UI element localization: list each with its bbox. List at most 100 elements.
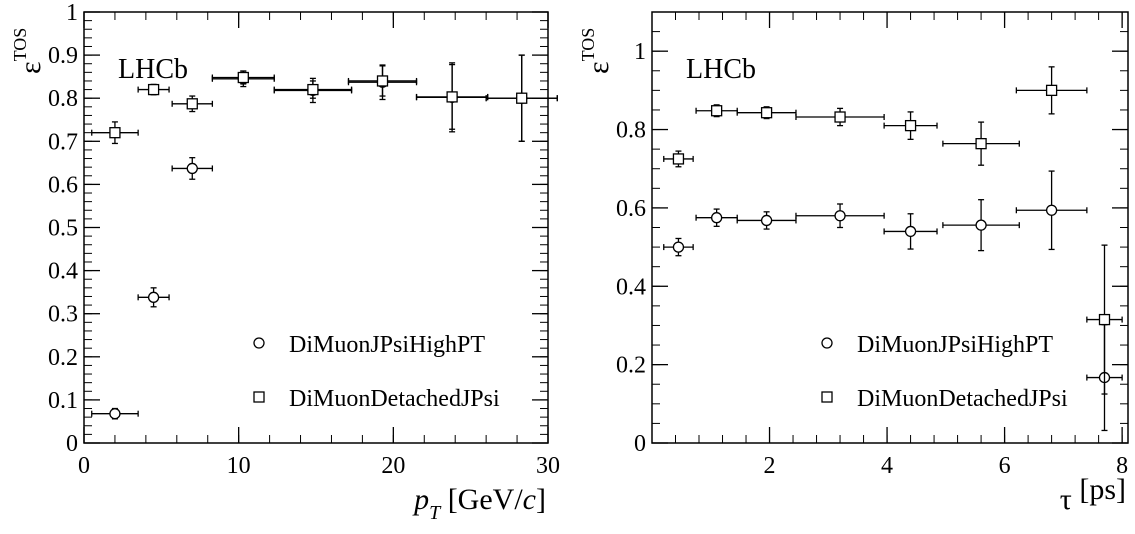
y-tick-label: 0.2 bbox=[48, 345, 78, 371]
data-point bbox=[1015, 66, 1088, 115]
legend-square-icon bbox=[253, 391, 265, 403]
circle-marker bbox=[109, 408, 121, 420]
circle-marker bbox=[147, 291, 160, 303]
x-tick-label: 30 bbox=[536, 453, 560, 479]
data-point bbox=[415, 63, 489, 130]
x-tick-label: 10 bbox=[227, 453, 251, 479]
data-point bbox=[91, 407, 139, 420]
legend-entry-label: DiMuonJPsiHighPT bbox=[289, 332, 485, 358]
y-tick-label: 0.6 bbox=[48, 172, 78, 198]
square-marker bbox=[1098, 313, 1111, 326]
square-marker bbox=[904, 119, 917, 132]
data-point bbox=[485, 54, 558, 142]
square-marker bbox=[147, 83, 160, 96]
data-point bbox=[695, 104, 738, 118]
data-point bbox=[211, 70, 275, 85]
y-tick-label: 0.5 bbox=[48, 216, 78, 242]
data-point bbox=[736, 211, 797, 230]
y-tick-label: 0.7 bbox=[48, 129, 78, 155]
data-point bbox=[695, 208, 738, 227]
square-marker bbox=[109, 127, 121, 139]
y-tick-label: 0.2 bbox=[616, 353, 646, 379]
series-DiMuonJPsiHighPT bbox=[663, 170, 1123, 432]
data-point bbox=[942, 199, 1020, 252]
x-tick-label: 8 bbox=[1116, 453, 1128, 479]
data-point bbox=[883, 111, 938, 140]
x-axis-label: pT [GeV/c] bbox=[412, 483, 546, 524]
x-axis-label-pre: τ bbox=[1060, 483, 1072, 516]
legend-entry-label: DiMuonJPsiHighPT bbox=[857, 332, 1053, 358]
circle-marker bbox=[834, 210, 846, 222]
y-tick-label: 0.8 bbox=[616, 118, 646, 144]
data-point bbox=[1015, 170, 1088, 251]
y-tick-label: 0.9 bbox=[48, 43, 78, 69]
data-point bbox=[663, 150, 694, 168]
circle-marker bbox=[672, 241, 685, 253]
y-tick-label: 1 bbox=[66, 0, 78, 26]
y-axis-label: εTOS bbox=[578, 28, 615, 74]
circle-marker bbox=[710, 212, 723, 224]
legend-entry-label: DiMuonDetachedJPsi bbox=[289, 386, 500, 412]
circle-marker bbox=[760, 214, 773, 227]
y-tick-label: 0.3 bbox=[48, 302, 78, 328]
y-tick-label: 0 bbox=[66, 431, 78, 457]
square-marker bbox=[186, 98, 198, 110]
data-point bbox=[171, 95, 214, 113]
x-axis-label-post: ] bbox=[536, 483, 546, 516]
legend: DiMuonJPsiHighPT DiMuonDetachedJPsi bbox=[821, 332, 1068, 412]
experiment-label: LHCb bbox=[118, 54, 188, 85]
data-point bbox=[942, 121, 1020, 166]
series-DiMuonJPsiHighPT bbox=[91, 54, 558, 420]
y-tick-label: 0 bbox=[634, 431, 646, 457]
square-marker bbox=[516, 92, 528, 104]
data-point bbox=[137, 83, 170, 96]
square-marker bbox=[975, 138, 987, 150]
chart-panel-2: 0 0.2 0.4 0.6 0.8 1 2 4 6 8 εTOS τ [ps] LHCb DiMuonJP… bbox=[578, 11, 1129, 516]
y-axis-label-superscript: TOS bbox=[10, 28, 30, 62]
data-point bbox=[883, 213, 938, 250]
chart-panel-1: 00.10.20.30.40.50.60.70.80.910 10 20 30εTOS… bbox=[10, 0, 560, 524]
y-axis-label-superscript: TOS bbox=[578, 28, 598, 62]
y-tick-label: 0.4 bbox=[48, 259, 78, 285]
data-point bbox=[663, 237, 694, 257]
y-tick-label: 0.8 bbox=[48, 86, 78, 112]
x-tick-label: 6 bbox=[999, 453, 1011, 479]
data-point bbox=[171, 157, 214, 180]
series-DiMuonDetachedJPsi bbox=[663, 66, 1123, 395]
circle-marker bbox=[904, 225, 917, 238]
y-tick-label: 1 bbox=[634, 39, 646, 65]
x-axis-label-pre: p bbox=[412, 483, 429, 516]
square-marker bbox=[760, 107, 773, 119]
square-marker bbox=[672, 153, 685, 165]
y-tick-label: 0.1 bbox=[48, 388, 78, 414]
data-point bbox=[1086, 244, 1123, 395]
legend-square-icon bbox=[821, 391, 833, 403]
x-axis-label-mid: [GeV/ bbox=[440, 483, 523, 516]
data-point bbox=[91, 121, 139, 145]
legend-entry-label: DiMuonDetachedJPsi bbox=[857, 386, 1068, 412]
y-axis-label-symbol: ε bbox=[14, 61, 47, 74]
square-marker bbox=[376, 75, 389, 87]
y-axis-label: εTOS bbox=[10, 28, 47, 74]
experiment-label: LHCb bbox=[686, 54, 756, 85]
y-axis-label-symbol: ε bbox=[582, 61, 615, 74]
square-marker bbox=[834, 111, 846, 123]
x-axis-label-mid: [ps] bbox=[1072, 473, 1126, 506]
legend: DiMuonJPsiHighPT DiMuonDetachedJPsi bbox=[253, 332, 500, 412]
y-tick-label: 0.6 bbox=[616, 196, 646, 222]
legend-circle-icon bbox=[821, 337, 833, 349]
y-tick-label: 0.4 bbox=[616, 274, 646, 300]
x-tick-label: 2 bbox=[764, 453, 776, 479]
square-marker bbox=[307, 83, 319, 96]
square-marker bbox=[446, 91, 458, 103]
legend-circle-icon bbox=[253, 337, 265, 349]
series-DiMuonDetachedJPsi bbox=[91, 54, 558, 145]
square-marker bbox=[710, 105, 723, 117]
square-marker bbox=[1045, 84, 1058, 97]
data-point bbox=[795, 107, 885, 127]
circle-marker bbox=[186, 162, 198, 175]
circle-marker bbox=[1045, 204, 1058, 216]
x-axis-label: τ [ps] bbox=[1060, 473, 1126, 516]
